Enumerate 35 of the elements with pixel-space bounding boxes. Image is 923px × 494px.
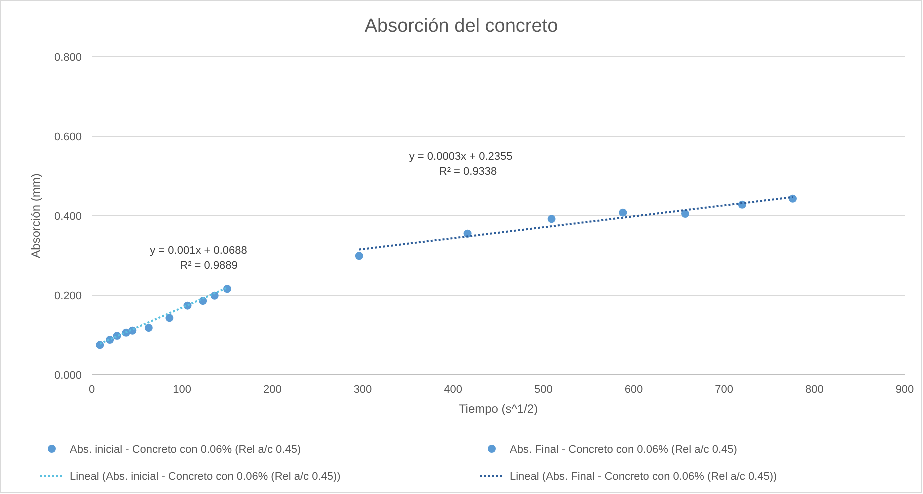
point — [96, 341, 104, 350]
x-tick-label: 900 — [896, 384, 914, 396]
y-axis-title: Absorción (mm) — [29, 174, 43, 258]
x-tick-label: 400 — [444, 384, 463, 396]
x-tick-label: 800 — [805, 384, 824, 396]
point — [619, 208, 628, 217]
x-tick-label: 700 — [715, 384, 734, 396]
y-tick-label: 0.200 — [54, 290, 82, 302]
point — [788, 194, 797, 203]
point — [681, 210, 690, 218]
point — [355, 252, 364, 260]
y-tick-label: 0.400 — [54, 211, 82, 223]
x-tick-label: 300 — [354, 384, 372, 396]
point — [166, 314, 174, 322]
legend-label: Lineal (Abs. inicial - Concreto con 0.06% (Rel a/c 0.45)) — [70, 471, 341, 483]
x-tick-label: 100 — [173, 384, 192, 396]
legend-label: Abs. inicial - Concreto con 0.06% (Rel a/c 0.45) — [70, 444, 302, 456]
annotation: y = 0.001x + 0.0688 — [150, 244, 248, 257]
annotation: R² = 0.9338 — [439, 166, 498, 178]
y-tick-label: 0.600 — [54, 132, 82, 144]
x-tick-label: 0 — [88, 384, 96, 396]
point — [548, 215, 556, 224]
x-axis-title: Tiempo (s^1/2) — [458, 402, 538, 416]
x-tick-label: 600 — [624, 384, 644, 396]
legend-label: Lineal (Abs. Final - Concreto con 0.06% (Rel a/c 0.45)) — [510, 471, 778, 483]
chart-title: Absorción del concreto — [364, 16, 558, 37]
point — [144, 324, 153, 332]
y-tick-label: 0.000 — [54, 370, 82, 382]
annotation: y = 0.0003x + 0.2355 — [409, 150, 513, 163]
x-tick-label: 200 — [263, 384, 282, 396]
x-tick-label: 500 — [534, 384, 553, 396]
y-tick-label: 0.800 — [54, 52, 82, 64]
annotation: R² = 0.9889 — [180, 260, 238, 272]
legend-label: Abs. Final - Concreto con 0.06% (Rel a/c 0.45) — [510, 444, 738, 456]
point — [224, 285, 232, 294]
